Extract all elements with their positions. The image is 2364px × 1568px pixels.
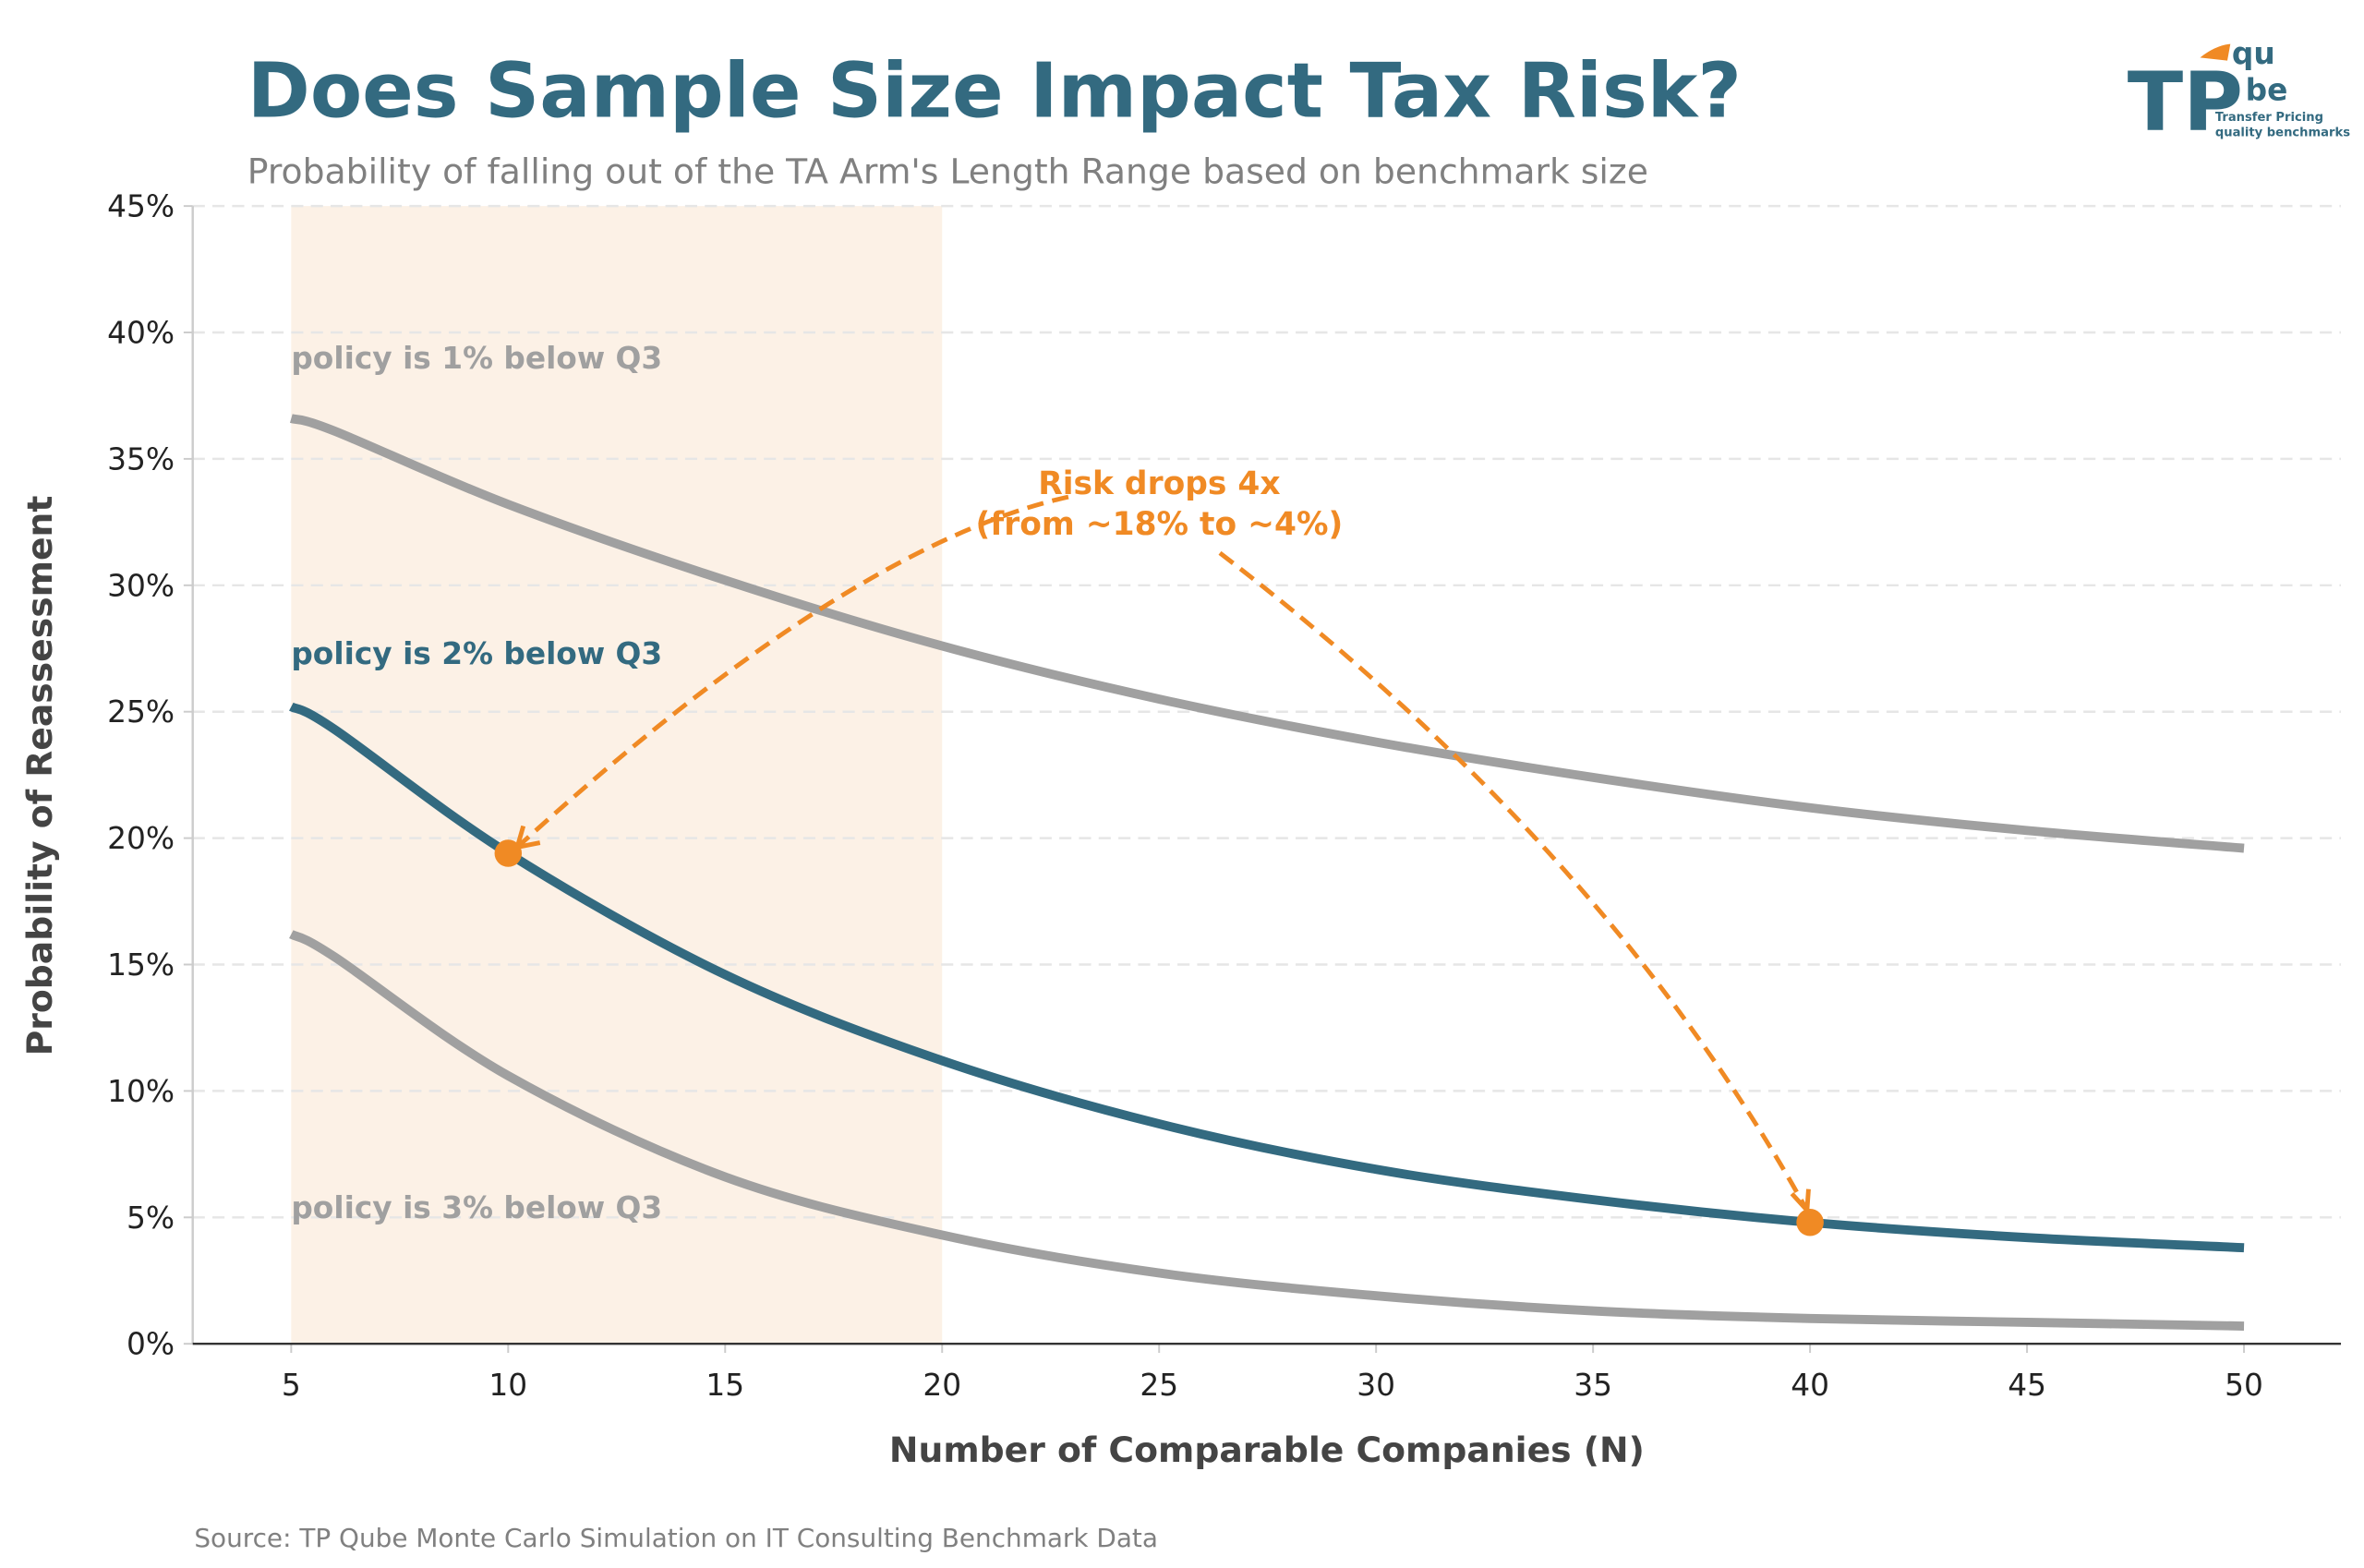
y-tick-label: 25% [107,694,175,730]
y-tick-label: 45% [107,189,175,224]
series-line-3 [289,930,2245,1331]
x-tick-label: 35 [1574,1368,1612,1403]
x-tick-label: 40 [1791,1368,1829,1403]
logo-tagline-2: quality benchmarks [2215,127,2350,140]
annotation: Risk drops 4x (from ~18% to ~4%) [513,465,1811,1216]
y-tick-label: 5% [127,1200,175,1236]
logo-tp: TP [2128,54,2243,150]
series-label: policy is 3% below Q3 [291,1190,662,1225]
x-tick-label: 30 [1357,1368,1395,1403]
chart-subtitle: Probability of falling out of the TA Arm… [247,151,1648,192]
series-label: policy is 1% below Q3 [291,341,662,376]
chart-title: Does Sample Size Impact Tax Risk? [247,47,1742,135]
annotation-line-2: (from ~18% to ~4%) [976,506,1344,543]
logo-swoosh-icon [2200,43,2231,61]
logo: TP qu be Transfer Pricing quality benchm… [2128,36,2350,150]
logo-tagline-1: Transfer Pricing [2215,111,2323,125]
x-tick-label: 5 [282,1368,301,1403]
y-tick-label: 15% [107,947,175,983]
axes: 0% 5% 10% 15% 20% 25% 30% 35% 40% 45% 5 10 15 20 25 30 3… [107,189,2342,1403]
y-tick-label: 35% [107,441,175,476]
y-tick-label: 40% [107,316,175,351]
series-label: policy is 2% below Q3 [291,636,662,671]
y-tick-label: 20% [107,821,175,856]
y-tick-label: 30% [107,568,175,603]
logo-be: be [2246,72,2288,107]
x-tick-label: 10 [488,1368,527,1403]
x-tick-label: 25 [1140,1368,1178,1403]
y-axis-label: Probability of Reassessment [19,496,60,1056]
x-tick-label: 50 [2225,1368,2263,1403]
grid [192,204,2342,1219]
series-line-1 [289,414,2245,853]
shaded-region [291,206,943,1345]
logo-qu: qu [2232,36,2275,71]
annotation-arrow-right [1218,550,1809,1212]
highlight-point [1796,1209,1824,1236]
annotation-line-1: Risk drops 4x [1038,465,1280,502]
y-tick-label: 10% [107,1074,175,1109]
x-tick-label: 20 [923,1368,961,1403]
annotation-arrow-left [515,494,1069,850]
highlight-points [494,839,1824,1236]
x-axis-label: Number of Comparable Companies (N) [889,1429,1645,1470]
source-note: Source: TP Qube Monte Carlo Simulation o… [194,1523,1158,1553]
x-tick-label: 15 [706,1368,744,1403]
series-labels: policy is 1% below Q3 policy is 2% below … [291,341,662,1225]
x-tick-label: 45 [2008,1368,2046,1403]
highlight-point [494,839,523,867]
y-tick-label: 0% [127,1327,175,1362]
